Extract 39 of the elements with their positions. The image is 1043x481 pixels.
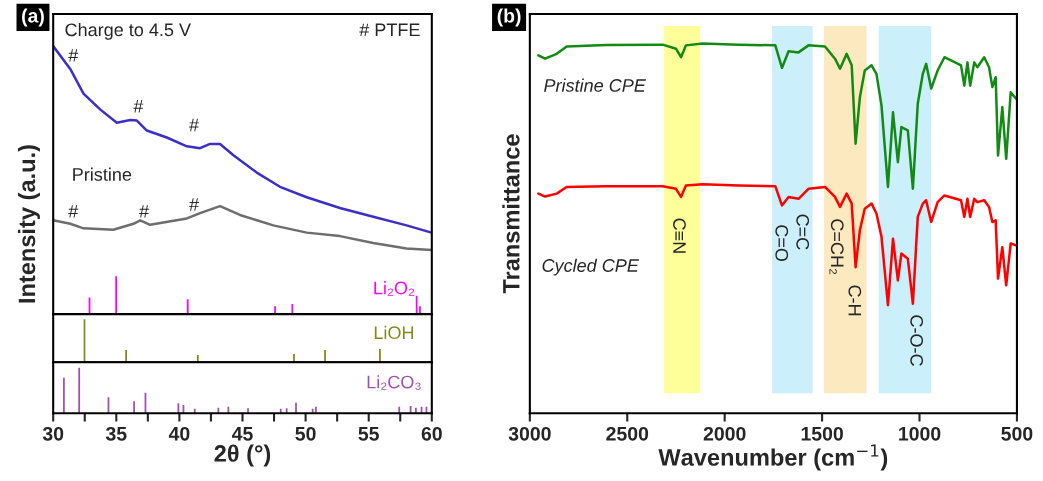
x-tick-label: 60 <box>421 426 442 441</box>
y-axis-title: Transmittance <box>502 134 520 294</box>
x-tick-label: 1500 <box>801 426 843 441</box>
x-tick-label: 3000 <box>508 426 551 441</box>
annotation: Cycled CPE <box>542 258 640 276</box>
annotation: # <box>139 205 149 218</box>
x-axis-title: 2θ (°) <box>214 444 271 467</box>
annotation: Pristine <box>73 167 132 181</box>
annotation: Pristine CPE <box>544 78 646 92</box>
x-tick-label: 45 <box>231 427 253 441</box>
text: (b) <box>497 8 521 27</box>
y-axis-title: Intensity (a.u.) <box>17 145 40 303</box>
series-label: Li₂O₂ <box>374 281 415 296</box>
annotation: C-H <box>848 285 862 316</box>
x-tick-label: 1000 <box>899 426 941 441</box>
text: (a) <box>22 8 44 27</box>
annotation: # <box>189 198 199 211</box>
text: Charge to 4.5 V <box>65 22 191 40</box>
series-label: Li₂CO₃ <box>367 375 421 390</box>
x-tick-label: 40 <box>168 426 190 441</box>
x-tick-label: 2500 <box>606 426 649 441</box>
annotation: C-O-C <box>910 315 924 366</box>
x-axis-title: Wavenumber (cm$^{−1}$) <box>658 444 888 471</box>
x-tick-label: 2000 <box>703 426 746 441</box>
text: # PTFE <box>359 23 420 37</box>
x-tick-label: 35 <box>105 426 127 441</box>
annotation: # <box>68 205 79 218</box>
x-tick-label: 30 <box>42 426 64 441</box>
x-tick-label: 55 <box>358 427 379 441</box>
annotation: C=O <box>775 225 789 262</box>
annotation: C=C <box>796 214 810 250</box>
annotation: C=CH₂ <box>829 219 844 275</box>
annotation: # <box>68 49 79 62</box>
annotation: # <box>189 118 199 132</box>
annotation: C≡N <box>673 218 686 253</box>
series-label: LiOH <box>374 325 414 340</box>
x-tick-label: 500 <box>1001 426 1033 441</box>
x-tick-label: 50 <box>295 426 316 441</box>
annotation: # <box>133 100 144 113</box>
